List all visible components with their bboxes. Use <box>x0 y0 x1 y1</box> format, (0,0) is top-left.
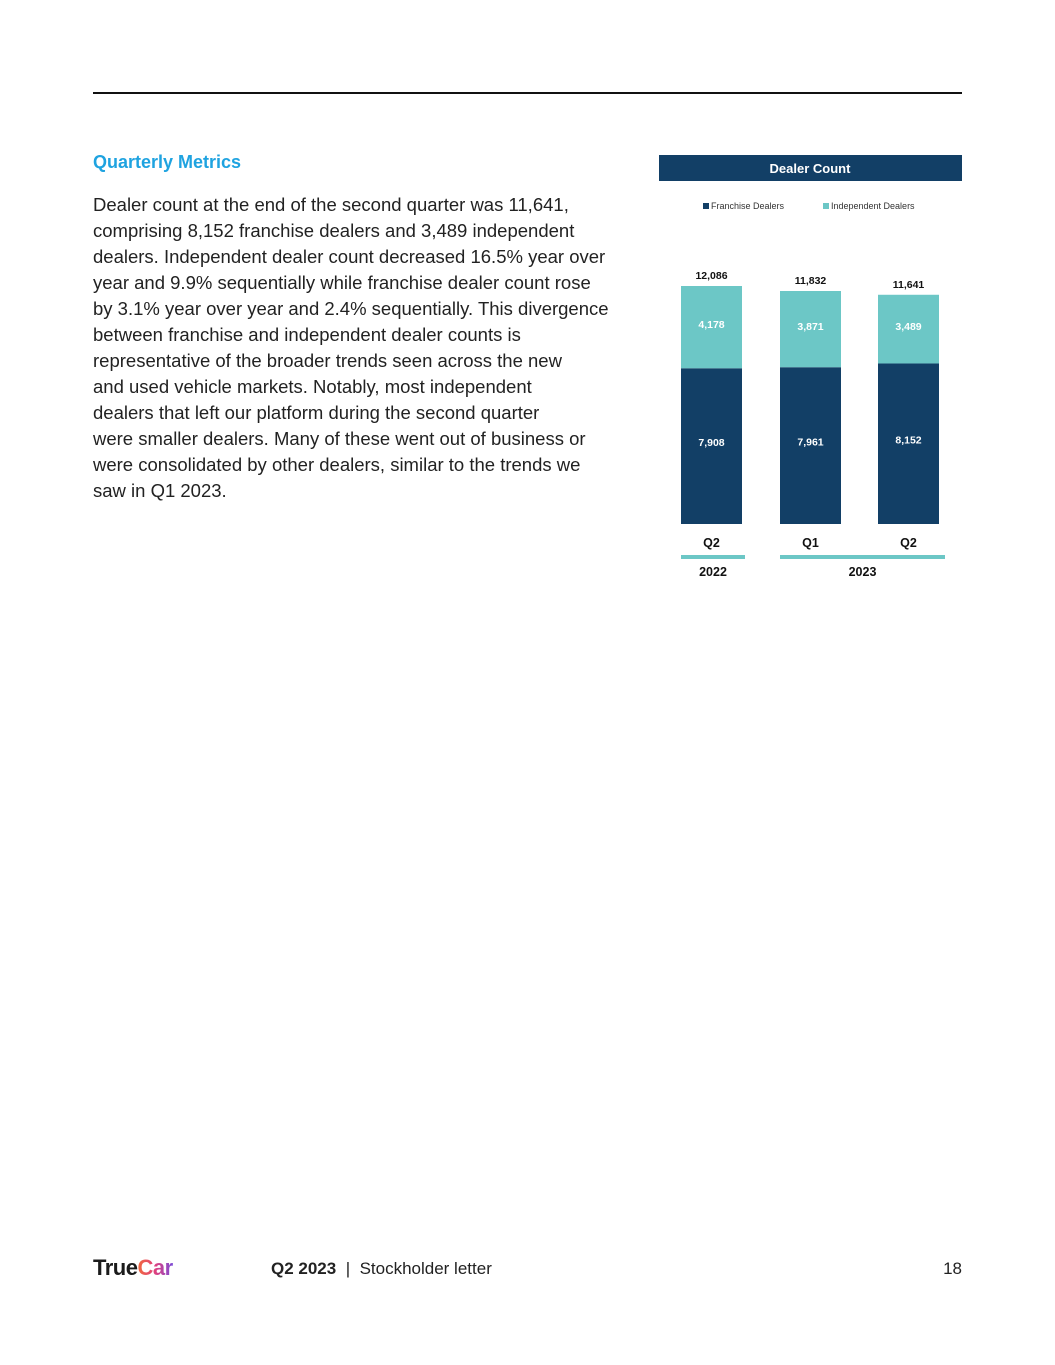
data-label: 7,908 <box>698 437 724 449</box>
data-label: 8,152 <box>895 435 921 447</box>
footer-doc-name: Stockholder letter <box>359 1259 492 1278</box>
paragraph-line: comprising 8,152 franchise dealers and 3… <box>93 220 575 241</box>
bar-franchise <box>780 367 841 524</box>
legend-swatch <box>703 203 709 209</box>
total-label: 11,832 <box>795 275 827 287</box>
header-rule <box>93 92 962 94</box>
legend-label: Franchise Dealers <box>711 201 785 211</box>
total-label: 12,086 <box>695 270 727 282</box>
bar-franchise <box>878 363 939 524</box>
truecar-logo: TrueCar <box>93 1255 173 1281</box>
bar-independent <box>780 291 841 368</box>
chart-bars: 7,908 4,178 12,086 Q2 7,961 3,871 11,832 Q1 8,15… <box>681 270 945 579</box>
paragraph-line: between franchise and independent dealer… <box>93 324 521 345</box>
section-heading: Quarterly Metrics <box>93 152 242 172</box>
data-label: 3,489 <box>895 321 921 333</box>
data-label: 7,961 <box>797 437 823 449</box>
bar-franchise <box>681 368 742 524</box>
paragraph-line: saw in Q1 2023. <box>93 480 227 501</box>
group-underline <box>681 555 745 559</box>
paragraph-line: dealers. Independent dealer count decrea… <box>93 246 606 267</box>
paragraph-line: were smaller dealers. Many of these went… <box>93 428 586 449</box>
x-tick-label: Q2 <box>703 536 720 550</box>
data-label: 3,871 <box>797 321 823 333</box>
logo-true: True <box>93 1255 138 1280</box>
x-tick-label: Q1 <box>802 536 819 550</box>
bar-independent <box>681 286 742 369</box>
section-paragraph: Dealer count at the end of the second qu… <box>93 192 613 504</box>
paragraph-line: were consolidated by other dealers, simi… <box>93 454 581 475</box>
x-tick-label: Q2 <box>900 536 917 550</box>
page-number: 18 <box>943 1259 962 1278</box>
group-label: 2023 <box>849 565 877 579</box>
total-label: 11,641 <box>893 279 925 291</box>
footer-separator: | <box>345 1259 351 1278</box>
footer-title: Q2 2023 | Stockholder letter <box>271 1259 492 1279</box>
paragraph-line: year and 9.9% sequentially while franchi… <box>93 272 591 293</box>
group-underline <box>780 555 945 559</box>
dealer-count-chart: Dealer Count Franchise Dealers Independen… <box>659 155 962 579</box>
bar-independent <box>878 294 939 364</box>
data-label: 4,178 <box>698 319 724 331</box>
chart-title-bar <box>659 155 962 181</box>
legend-swatch <box>823 203 829 209</box>
logo-car: Car <box>137 1255 173 1280</box>
paragraph-line: dealers that left our platform during th… <box>93 402 540 423</box>
paragraph-line: Dealer count at the end of the second qu… <box>93 194 569 215</box>
footer-period: Q2 2023 <box>271 1259 337 1278</box>
paragraph-line: and used vehicle markets. Notably, most … <box>93 376 532 397</box>
paragraph-line: representative of the broader trends see… <box>93 350 562 371</box>
legend-label: Independent Dealers <box>831 201 915 211</box>
paragraph-line: by 3.1% year over year and 2.4% sequenti… <box>93 298 609 319</box>
chart-legend: Franchise Dealers Independent Dealers <box>703 201 915 211</box>
group-label: 2022 <box>699 565 727 579</box>
chart-title: Dealer Count <box>770 161 852 176</box>
